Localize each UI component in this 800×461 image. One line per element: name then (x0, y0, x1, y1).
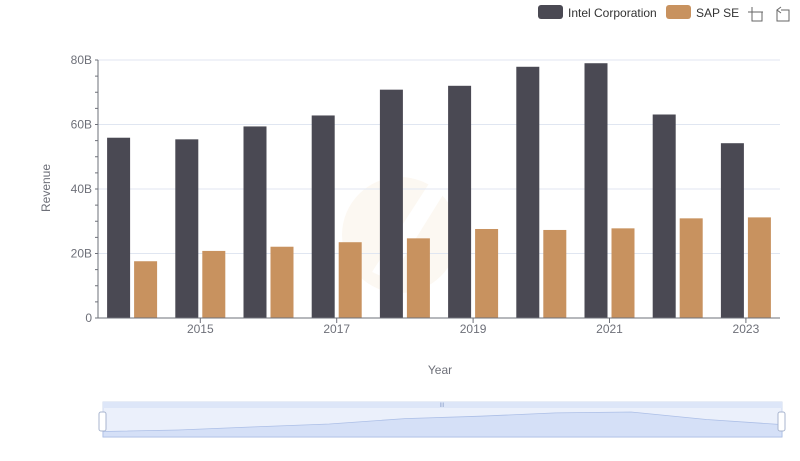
slider-grip-icon[interactable]: III (439, 403, 444, 409)
bar-sap-2019[interactable] (475, 228, 499, 318)
bar-sap-2023[interactable] (747, 217, 771, 318)
legend-label-intel: Intel Corporation (568, 6, 657, 20)
legend-item-intel[interactable]: Intel Corporation (538, 5, 657, 20)
bar-intel-2016[interactable] (243, 126, 267, 318)
data-zoom-icon[interactable] (748, 7, 763, 22)
restore-icon[interactable] (776, 6, 790, 22)
slider-handle-left[interactable] (98, 411, 107, 432)
y-axis-label: Revenue (39, 164, 53, 212)
axes: 0 20B 40B 60B 80B 2015 2017 2019 2021 2023 (71, 53, 780, 336)
y-tick-label: 80B (71, 53, 92, 67)
bars (107, 63, 771, 319)
bar-intel-2018[interactable] (379, 89, 403, 318)
bar-intel-2015[interactable] (175, 139, 199, 318)
x-tick-label: 2023 (733, 322, 760, 336)
data-zoom-slider[interactable]: III (98, 401, 786, 438)
bar-sap-2020[interactable] (543, 229, 567, 318)
bar-intel-2014[interactable] (107, 137, 131, 318)
slider-handle-right[interactable] (777, 411, 786, 432)
x-tick-label: 2017 (323, 322, 350, 336)
legend-label-sap: SAP SE (696, 6, 739, 20)
x-tick-label: 2021 (596, 322, 623, 336)
legend-item-sap[interactable]: SAP SE (666, 5, 739, 20)
bar-intel-2022[interactable] (652, 114, 676, 318)
bar-sap-2022[interactable] (679, 218, 703, 318)
bar-sap-2016[interactable] (270, 246, 294, 318)
x-tick-label: 2015 (187, 322, 214, 336)
bar-sap-2014[interactable] (134, 261, 158, 318)
legend-swatch-sap (666, 5, 691, 19)
bar-intel-2020[interactable] (516, 66, 540, 319)
bar-intel-2023[interactable] (720, 143, 744, 318)
x-axis-label: Year (428, 363, 452, 377)
y-tick-label: 40B (71, 182, 92, 196)
y-tick-label: 0 (85, 311, 92, 325)
legend-swatch-intel (538, 5, 563, 19)
bar-intel-2019[interactable] (448, 85, 472, 318)
slider-top-bar[interactable] (103, 402, 782, 408)
bar-sap-2018[interactable] (406, 238, 430, 318)
bar-sap-2021[interactable] (611, 228, 635, 318)
y-tick-label: 20B (71, 247, 92, 261)
y-tick-label: 60B (71, 118, 92, 132)
bar-sap-2017[interactable] (338, 242, 362, 318)
bar-sap-2015[interactable] (202, 250, 226, 318)
bar-intel-2021[interactable] (584, 63, 608, 318)
legend[interactable]: Intel Corporation SAP SE (538, 5, 739, 20)
bar-intel-2017[interactable] (311, 115, 335, 318)
x-tick-label: 2019 (460, 322, 487, 336)
